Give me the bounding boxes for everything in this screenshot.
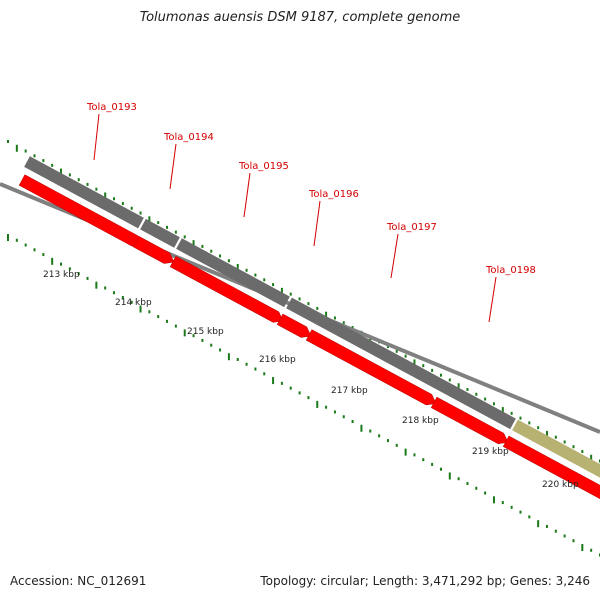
gene-leader-line	[390, 233, 399, 279]
gene-label-tola_0195: Tola_0195	[238, 161, 289, 172]
cds-arrow	[305, 329, 437, 406]
gene-label-tola_0197: Tola_0197	[386, 222, 437, 233]
map-title: Tolumonas auensis DSM 9187, complete gen…	[139, 10, 461, 25]
cds-arrow	[169, 255, 284, 323]
feature-segment	[512, 419, 600, 478]
genome-summary-text: Topology: circular; Length: 3,471,292 bp…	[260, 574, 590, 588]
gene-leader-line	[313, 200, 321, 247]
gene-segment	[176, 238, 290, 308]
cds-arrow	[502, 435, 600, 500]
ruler-label: 214 kbp	[115, 298, 152, 308]
gene-label-tola_0193: Tola_0193	[86, 102, 137, 113]
ruler-label: 218 kbp	[402, 416, 439, 426]
gene-track	[24, 156, 600, 478]
gene-segment	[24, 156, 144, 229]
ruler-label: 213 kbp	[43, 270, 80, 280]
cds-arrow	[276, 313, 312, 338]
gene-leader-line	[243, 172, 251, 218]
ruler-label: 216 kbp	[259, 355, 296, 365]
gene-labels: Tola_0193 Tola_0194 Tola_0195 Tola_0196 Tola…	[86, 102, 536, 323]
gene-leader-line	[93, 113, 100, 161]
ruler-label: 217 kbp	[331, 386, 368, 396]
ruler-label: 215 kbp	[187, 327, 224, 337]
gene-segment	[140, 218, 180, 248]
gene-segment	[286, 297, 516, 430]
cds-arrow	[132, 235, 175, 264]
ruler-labels: 213 kbp 214 kbp 215 kbp 216 kbp 217 kbp 218 k…	[43, 270, 579, 490]
gene-label-tola_0198: Tola_0198	[485, 265, 536, 276]
gene-leader-line	[169, 143, 177, 190]
cds-track	[18, 174, 600, 500]
gene-label-tola_0194: Tola_0194	[163, 132, 214, 143]
tick-rows	[7, 140, 600, 557]
gene-label-tola_0196: Tola_0196	[308, 189, 359, 200]
accession-text: Accession: NC_012691	[10, 574, 147, 588]
cds-arrow	[430, 396, 509, 445]
ruler-label: 219 kbp	[472, 447, 509, 457]
gene-leader-line	[488, 276, 497, 323]
ruler-label: 220 kbp	[542, 480, 579, 490]
